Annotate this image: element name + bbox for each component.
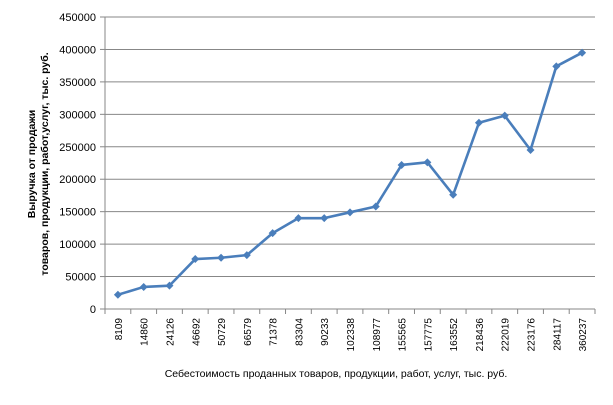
- y-tick-label: 100000: [59, 239, 96, 251]
- y-axis-title-line1: Выручка от продажи: [26, 110, 38, 218]
- data-point-marker: [578, 48, 587, 57]
- data-point-marker: [217, 253, 226, 262]
- y-tick-label: 200000: [59, 174, 96, 186]
- x-tick-label: 163552: [449, 318, 460, 352]
- y-tick-label: 150000: [59, 207, 96, 219]
- y-tick-label: 0: [90, 304, 96, 316]
- x-axis-title: Себестоимость проданных товаров, продукц…: [165, 368, 508, 380]
- gridlines: [105, 16, 595, 278]
- data-point-marker: [113, 290, 122, 299]
- data-point-marker: [139, 282, 148, 291]
- series: [113, 48, 587, 299]
- data-point-marker: [346, 208, 354, 217]
- x-tick-label: 14860: [140, 318, 151, 346]
- y-tick-label: 50000: [65, 272, 96, 284]
- data-point-marker: [294, 214, 303, 223]
- y-tick-label: 300000: [59, 109, 96, 121]
- x-tick-label: 90233: [320, 318, 331, 346]
- x-tick-labels: 8109 14860 24126 46692 50729 66579 71378 83304 9…: [114, 318, 589, 352]
- x-tick-label: 223176: [527, 318, 538, 352]
- x-tick-label: 83304: [294, 318, 305, 346]
- data-point-marker: [397, 160, 406, 169]
- y-tick-label: 250000: [59, 142, 96, 154]
- data-point-marker: [474, 118, 483, 127]
- y-axis-title-line2: товаров, продукции, работ,услуг, тыс. ру…: [39, 52, 51, 275]
- x-tick-label: 222019: [501, 318, 512, 352]
- x-tick-label: 71378: [269, 318, 280, 346]
- data-point-marker: [500, 111, 509, 120]
- data-point-marker: [371, 202, 380, 211]
- data-point-marker: [320, 214, 329, 223]
- data-point-marker: [191, 255, 200, 264]
- x-tick-label: 108977: [372, 318, 383, 352]
- series-line: [117, 51, 583, 296]
- data-point-marker: [526, 146, 535, 155]
- axes: [100, 16, 596, 314]
- x-tick-label: 66579: [243, 318, 254, 346]
- x-tick-label: 218436: [475, 318, 486, 352]
- data-point-marker: [242, 251, 251, 260]
- x-tick-label: 284117: [552, 318, 563, 351]
- data-point-marker: [449, 190, 458, 199]
- data-point-marker: [165, 281, 174, 290]
- data-point-marker: [268, 229, 277, 238]
- x-tick-label: 102338: [346, 318, 357, 352]
- y-tick-label: 450000: [59, 12, 96, 24]
- x-tick-label: 360237: [578, 318, 589, 352]
- x-tick-label: 155565: [398, 318, 409, 352]
- data-point-marker: [423, 158, 432, 167]
- y-tick-label: 350000: [59, 77, 96, 89]
- data-point-marker: [552, 62, 561, 71]
- x-tick-label: 24126: [165, 318, 176, 346]
- x-tick-label: 46692: [191, 318, 202, 346]
- y-axis-title: Выручка от продажи товаров, продукции, р…: [26, 52, 51, 275]
- y-tick-labels: 0 50000 100000 150000 200000 250000 300000 3500…: [59, 12, 96, 316]
- y-tick-label: 400000: [59, 44, 96, 56]
- x-tick-label: 157775: [423, 318, 434, 352]
- x-tick-label: 50729: [217, 318, 228, 346]
- x-tick-label: 8109: [114, 318, 125, 341]
